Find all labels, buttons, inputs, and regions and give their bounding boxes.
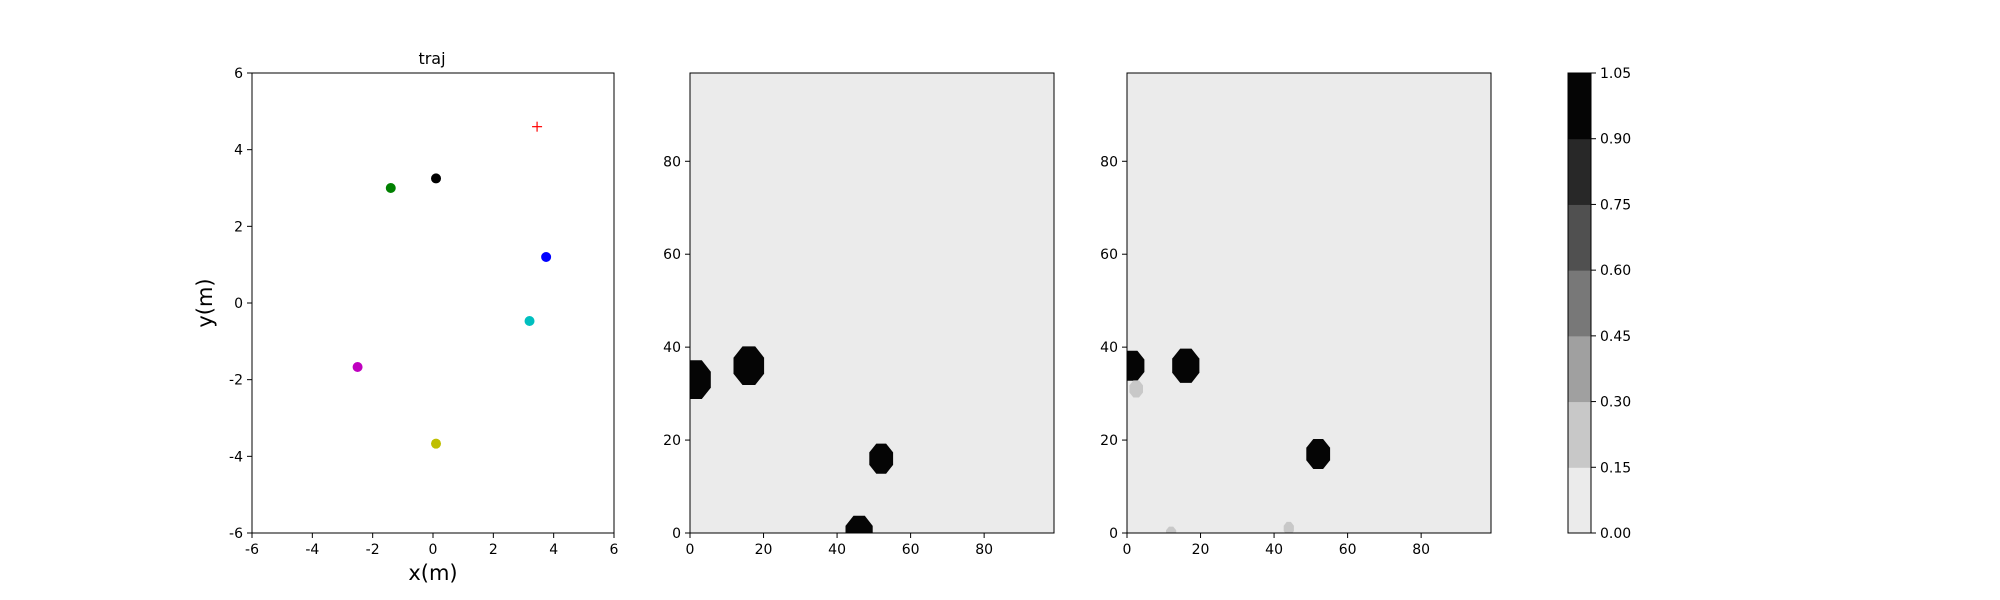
traj-y-ticks: -6 -4 -2 0 2 4 6 [229,66,252,542]
x-tick-label: 80 [975,542,993,558]
colorbar-tick-label: 0.00 [1600,526,1631,542]
y-tick-label: 20 [1100,433,1118,449]
occupancy-blob [733,346,765,385]
colorbar-band [1568,270,1591,337]
colorbar-frame [1567,72,1592,534]
heatmap-2: 0 20 40 60 80 0 20 40 60 80 [1100,72,1492,558]
x-tick-label: 0 [686,542,695,558]
colorbar-band [1568,335,1591,403]
x-tick-label: 60 [1339,542,1357,558]
heatmap-2-y-ticks: 0 20 40 60 80 [1100,154,1127,542]
x-tick-label: -2 [366,542,380,558]
y-tick-label: -6 [229,526,243,542]
agent-point [524,316,535,327]
heatmap-background [1127,73,1491,533]
occupancy-blob [690,360,711,399]
traj-plot-area [252,73,614,533]
y-tick-label: 0 [1109,526,1118,542]
colorbar-band [1568,401,1591,468]
occupancy-blob [1127,350,1145,381]
traj-y-label: y(m) [193,278,217,327]
agent-point [431,173,442,184]
occupancy-blob [845,515,873,533]
occupancy-blob [1172,348,1200,383]
occupancy-blob [1306,439,1331,469]
colorbar-band [1568,204,1591,271]
colorbar-tick-label: 0.90 [1600,132,1631,148]
heatmap-2-cells [1127,73,1491,533]
traj-points [352,121,552,449]
traj-x-label: x(m) [408,561,457,585]
x-tick-label: 40 [1265,542,1283,558]
y-tick-label: 0 [234,296,243,312]
colorbar-band [1568,467,1591,534]
x-tick-label: 6 [610,542,619,558]
colorbar-tick-label: 0.30 [1600,395,1631,411]
y-tick-label: 80 [663,154,681,170]
x-tick-label: 4 [549,542,558,558]
occupancy-blob [1166,526,1177,533]
agent-point [352,362,363,373]
colorbar-tick-label: 0.75 [1600,197,1631,213]
x-tick-label: 20 [1192,542,1210,558]
y-tick-label: 80 [1100,154,1118,170]
x-tick-label: 0 [429,542,438,558]
traj-title: traj [418,49,445,68]
agent-point [385,183,396,193]
goal-marker [532,121,543,132]
x-tick-label: 2 [489,542,498,558]
heatmap-1-cells [690,73,1054,533]
heatmap-1: 0 20 40 60 80 0 20 40 60 80 [663,72,1055,558]
y-tick-label: 0 [672,526,681,542]
traj-x-ticks: -6 -4 -2 0 2 4 6 [245,533,619,558]
y-tick-label: 40 [663,340,681,356]
y-tick-label: 60 [1100,247,1118,263]
x-tick-label: -6 [245,542,259,558]
traj-plot: traj -6 -4 -2 0 2 4 6 -6 -4 -2 0 2 4 6 x(m) y(m) [193,49,619,585]
x-tick-label: 80 [1412,542,1430,558]
colorbar: 0.00 0.15 0.30 0.45 0.60 0.75 0.90 1.05 [1567,66,1631,542]
occupancy-blob [1129,380,1143,398]
heatmap-1-x-ticks: 0 20 40 60 80 [686,533,993,558]
heatmap-1-frame [689,72,1055,534]
occupancy-blob [1283,521,1294,533]
y-tick-label: 2 [234,219,243,235]
y-tick-label: 60 [663,247,681,263]
colorbar-tick-label: 0.15 [1600,460,1631,476]
heatmap-1-y-ticks: 0 20 40 60 80 [663,154,690,542]
y-tick-label: 4 [234,143,243,159]
x-tick-label: -4 [305,542,319,558]
x-tick-label: 40 [828,542,846,558]
colorbar-tick-label: 0.60 [1600,263,1631,279]
colorbar-ticks: 0.00 0.15 0.30 0.45 0.60 0.75 0.90 1.05 [1591,66,1631,542]
colorbar-bands [1568,73,1591,534]
agent-point [541,252,552,262]
y-tick-label: -4 [229,449,243,465]
x-tick-label: 20 [755,542,773,558]
occupancy-blob [869,443,894,474]
x-tick-label: 60 [902,542,920,558]
colorbar-band [1568,138,1591,205]
heatmap-2-x-ticks: 0 20 40 60 80 [1123,533,1430,558]
heatmap-2-frame [1126,72,1492,534]
y-tick-label: 6 [234,66,243,82]
colorbar-band [1568,73,1591,140]
colorbar-tick-label: 0.45 [1600,329,1631,345]
y-tick-label: 20 [663,433,681,449]
agent-point [431,438,442,449]
y-tick-label: 40 [1100,340,1118,356]
x-tick-label: 0 [1123,542,1132,558]
colorbar-tick-label: 1.05 [1600,66,1631,82]
y-tick-label: -2 [229,373,243,389]
